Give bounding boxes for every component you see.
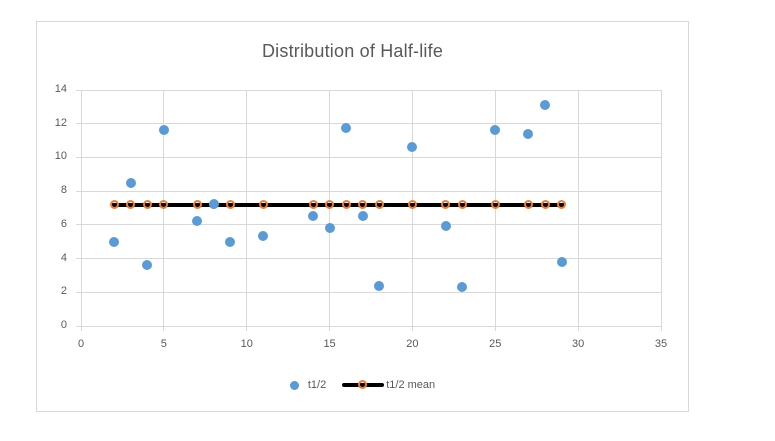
mean-marker-point[interactable] — [341, 200, 351, 210]
mean-marker-point[interactable] — [441, 200, 451, 210]
data-point[interactable] — [142, 260, 153, 271]
x-axis-tick-25 — [494, 326, 496, 331]
y-axis-label-2: 2 — [60, 285, 67, 298]
legend-item-t12[interactable]: t1/2 — [289, 379, 327, 391]
x-axis-tick-20 — [411, 326, 413, 331]
x-axis-tick-15 — [329, 326, 331, 331]
gridline-y-0 — [81, 325, 661, 327]
legend-label: t1/2 mean — [386, 379, 436, 391]
x-axis-tick-0 — [80, 326, 82, 331]
data-point[interactable] — [225, 236, 236, 247]
data-point[interactable] — [457, 282, 468, 293]
y-axis-label-14: 14 — [54, 83, 67, 95]
mean-marker-point[interactable] — [159, 200, 169, 210]
y-axis-tick-8 — [76, 190, 81, 192]
data-point[interactable] — [308, 211, 318, 222]
gridline-x-35 — [660, 90, 662, 326]
y-axis-label-8: 8 — [60, 184, 67, 197]
y-axis-label-12: 12 — [54, 116, 67, 129]
legend-orange-ring-icon — [358, 380, 368, 389]
y-axis-label-0: 0 — [60, 319, 67, 331]
mean-marker-point[interactable] — [358, 200, 368, 210]
mean-marker-point[interactable] — [126, 200, 136, 210]
y-axis-label-4: 4 — [60, 251, 67, 264]
data-point[interactable] — [556, 256, 567, 267]
y-axis-label-10: 10 — [54, 150, 67, 163]
mean-marker-point[interactable] — [457, 200, 467, 210]
y-axis-tick-10 — [76, 156, 81, 158]
x-axis-tick-30 — [577, 326, 579, 331]
mean-marker-point[interactable] — [258, 200, 268, 210]
chart-title[interactable]: Distribution of Half-life — [261, 41, 444, 61]
mean-marker-point[interactable] — [490, 200, 500, 210]
mean-marker-point[interactable] — [109, 200, 119, 210]
gridline-x-10 — [246, 90, 248, 326]
y-axis-label-6: 6 — [60, 217, 67, 230]
data-point[interactable] — [324, 223, 335, 234]
y-axis-tick-6 — [76, 224, 81, 226]
data-point[interactable] — [208, 198, 219, 209]
y-axis-tick-4 — [76, 258, 81, 260]
gridline-x-0 — [80, 90, 82, 326]
series-mean-line[interactable] — [111, 202, 565, 207]
x-axis-tick-5 — [163, 326, 165, 331]
gridline-y-4 — [81, 258, 661, 260]
chart-area[interactable]: Distribution of Half-life 0 5 10 15 20 25 30 35… — [36, 21, 689, 412]
x-axis-tick-35 — [660, 326, 662, 331]
data-point[interactable] — [125, 177, 136, 188]
legend-mean-line-icon — [342, 380, 385, 389]
mean-marker-point[interactable] — [192, 200, 202, 210]
gridline-y-8 — [81, 190, 661, 192]
data-point[interactable] — [490, 124, 501, 135]
x-axis-label-35: 35 — [654, 338, 668, 350]
data-point[interactable] — [109, 236, 120, 247]
x-axis-label-25: 25 — [489, 338, 502, 350]
gridline-y-10 — [81, 156, 661, 158]
legend-item-t12-mean[interactable]: t1/2 mean — [342, 379, 435, 391]
y-axis-tick-2 — [76, 291, 81, 293]
plot-area: 0 5 10 15 20 25 30 35 0 2 4 6 8 10 12 14 — [55, 83, 667, 350]
legend[interactable]: t1/2 t1/2 mean — [37, 379, 688, 391]
data-point[interactable] — [357, 210, 368, 221]
mean-marker-point[interactable] — [540, 200, 550, 210]
mean-marker-point[interactable] — [225, 200, 235, 210]
gridline-x-30 — [577, 90, 579, 326]
data-point[interactable] — [407, 142, 418, 153]
mean-marker-point[interactable] — [308, 200, 318, 210]
x-axis-label-0: 0 — [77, 338, 85, 350]
data-point[interactable] — [192, 216, 202, 227]
mean-marker-point[interactable] — [523, 200, 533, 210]
x-axis-tick-10 — [246, 326, 248, 331]
mean-marker-point[interactable] — [374, 200, 384, 210]
x-axis-label-30: 30 — [572, 338, 585, 350]
legend-label: t1/2 — [307, 379, 327, 391]
gridline-y-14 — [81, 89, 661, 91]
data-point[interactable] — [341, 122, 352, 133]
data-point[interactable] — [540, 100, 550, 111]
mean-marker-point[interactable] — [557, 200, 567, 210]
mean-marker-point[interactable] — [325, 200, 335, 210]
data-point[interactable] — [258, 230, 269, 241]
legend-blue-dot-icon — [289, 380, 299, 390]
x-axis-label-20: 20 — [406, 338, 419, 350]
y-axis-tick-0 — [76, 325, 81, 327]
gridline-y-2 — [81, 291, 661, 293]
y-axis-tick-14 — [76, 89, 81, 91]
mean-marker-point[interactable] — [142, 200, 152, 210]
mean-marker-point[interactable] — [407, 200, 417, 210]
gridline-y-12 — [81, 123, 661, 125]
gridline-y-6 — [81, 224, 661, 226]
data-point[interactable] — [440, 220, 451, 231]
data-point[interactable] — [523, 128, 534, 139]
x-axis-label-5: 5 — [160, 338, 167, 350]
data-point[interactable] — [374, 280, 385, 291]
x-axis-label-15: 15 — [323, 338, 336, 350]
y-axis-tick-12 — [76, 123, 81, 125]
x-axis-label-10: 10 — [240, 338, 253, 350]
data-point[interactable] — [158, 124, 169, 135]
